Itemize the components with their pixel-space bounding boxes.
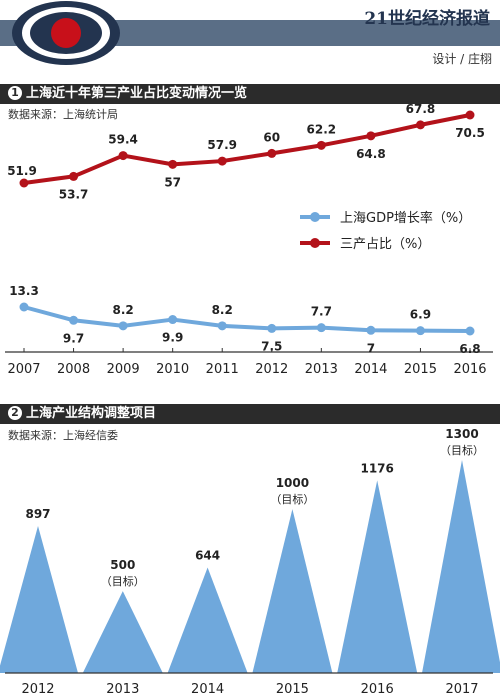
tertiary-share-label: 64.8 (356, 147, 386, 161)
gdp-growth-line (23, 305, 471, 333)
x-tick-label: 2013 (305, 362, 338, 377)
legend-tertiary-marker (310, 238, 320, 248)
x-tick-label: 2015 (276, 682, 309, 697)
peak-value-label: 1300 (445, 427, 478, 441)
design-credit: 设计 / 庄栩 (432, 52, 492, 66)
peak-note: （目标） (270, 492, 314, 506)
logo-emblem-icon (12, 1, 120, 65)
gdp-growth-label: 8.2 (112, 303, 133, 317)
tertiary-share-point (316, 140, 326, 150)
section2-bar: 2 上海产业结构调整项目 (0, 404, 500, 424)
peak-value-label: 644 (195, 548, 220, 562)
x-tick-label: 2007 (7, 362, 40, 377)
tertiary-share-label: 60 (263, 130, 280, 144)
tertiary-share-point (118, 151, 128, 161)
tertiary-share-label: 57 (164, 175, 181, 189)
bar-chart: 897 （目标） 500 644 （目标） 1000 1176 （目标） 1300 2012 201… (0, 427, 500, 697)
tertiary-share-point (217, 156, 227, 166)
x-tick-label: 2014 (354, 362, 387, 377)
tertiary-share-point (415, 120, 425, 130)
line-chart: 2007 2008 2009 2010 2011 2012 2013 2014 2015 2016… (5, 102, 493, 377)
tertiary-share-label: 51.9 (7, 164, 37, 178)
section1-title: 上海近十年第三产业占比变动情况一览 (26, 86, 248, 101)
gdp-growth-label: 13.3 (9, 284, 39, 298)
gdp-growth-point (69, 315, 79, 325)
peak-bar (422, 460, 500, 673)
gdp-growth-point (316, 323, 326, 333)
gdp-growth-label: 7.7 (311, 305, 332, 319)
peak-value-label: 1176 (360, 461, 393, 475)
tertiary-share-point (267, 148, 277, 158)
gdp-growth-label: 7 (367, 341, 375, 355)
tertiary-share-label: 67.8 (406, 102, 436, 116)
section2-title-row: 2 上海产业结构调整项目 (8, 404, 156, 424)
section1-title-row: 1 上海近十年第三产业占比变动情况一览 (8, 84, 247, 104)
peak-bar (337, 480, 418, 673)
legend-gdp-label: 上海GDP增长率（%） (340, 210, 471, 226)
peak-note: （目标） (440, 443, 484, 457)
tertiary-share-point (366, 131, 376, 141)
section2-title: 上海产业结构调整项目 (26, 406, 157, 421)
x-tick-label: 2009 (107, 362, 140, 377)
gdp-growth-point (366, 325, 376, 335)
x-tick-label: 2015 (404, 362, 437, 377)
tertiary-share-label: 57.9 (207, 138, 237, 152)
gdp-growth-label: 9.9 (162, 331, 183, 345)
gdp-growth-label: 8.2 (212, 303, 233, 317)
tertiary-share-label: 62.2 (307, 122, 337, 136)
legend: 上海GDP增长率（%） 三产占比（%） (300, 210, 471, 252)
gdp-growth-point (19, 302, 29, 312)
x-tick-label: 2010 (156, 362, 189, 377)
x-tick-label: 2012 (21, 682, 54, 697)
peak-note: （目标） (101, 574, 145, 588)
tertiary-share-point (69, 171, 79, 181)
x-tick-label: 2012 (255, 362, 288, 377)
tertiary-share-line (23, 113, 471, 185)
gdp-growth-point (267, 323, 277, 333)
peak-bar (252, 509, 333, 673)
peak-bar (0, 526, 78, 673)
gdp-growth-label: 6.9 (410, 308, 431, 322)
peak-value-label: 1000 (276, 476, 309, 490)
newspaper-name: 21世纪经济报道 (364, 9, 490, 29)
gdp-growth-label: 9.7 (63, 331, 84, 345)
peak-bar (167, 567, 248, 673)
x-tick-label: 2016 (453, 362, 486, 377)
peak-value-label: 897 (25, 507, 50, 521)
x-tick-label: 2016 (361, 682, 394, 697)
section2-number: 2 (8, 405, 22, 420)
gdp-growth-point (465, 326, 475, 336)
tertiary-share-label: 70.5 (455, 126, 485, 140)
gdp-growth-point (118, 321, 128, 331)
tertiary-share-label: 53.7 (59, 187, 89, 201)
section1-bar: 1 上海近十年第三产业占比变动情况一览 (0, 84, 500, 104)
x-tick-label: 2017 (445, 682, 478, 697)
gdp-growth-point (217, 321, 227, 331)
legend-gdp-marker (310, 212, 320, 222)
section1-source: 数据来源：上海统计局 (8, 108, 118, 121)
x-tick-label: 2011 (206, 362, 239, 377)
x-tick-label: 2008 (57, 362, 90, 377)
gdp-growth-point (168, 315, 178, 325)
tertiary-share-point (465, 110, 475, 120)
tertiary-share-label: 59.4 (108, 133, 138, 147)
tertiary-share-point (168, 159, 178, 169)
gdp-growth-label: 7.5 (261, 339, 282, 353)
section2-source: 数据来源：上海经信委 (8, 429, 118, 442)
x-tick-label: 2013 (106, 682, 139, 697)
legend-tertiary-label: 三产占比（%） (340, 237, 430, 252)
gdp-growth-point (415, 326, 425, 336)
gdp-growth-label: 6.8 (459, 342, 480, 356)
tertiary-share-point (19, 178, 29, 188)
section1-number: 1 (8, 85, 22, 100)
x-tick-label: 2014 (191, 682, 224, 697)
peak-bar (82, 591, 163, 673)
peak-value-label: 500 (110, 558, 135, 572)
